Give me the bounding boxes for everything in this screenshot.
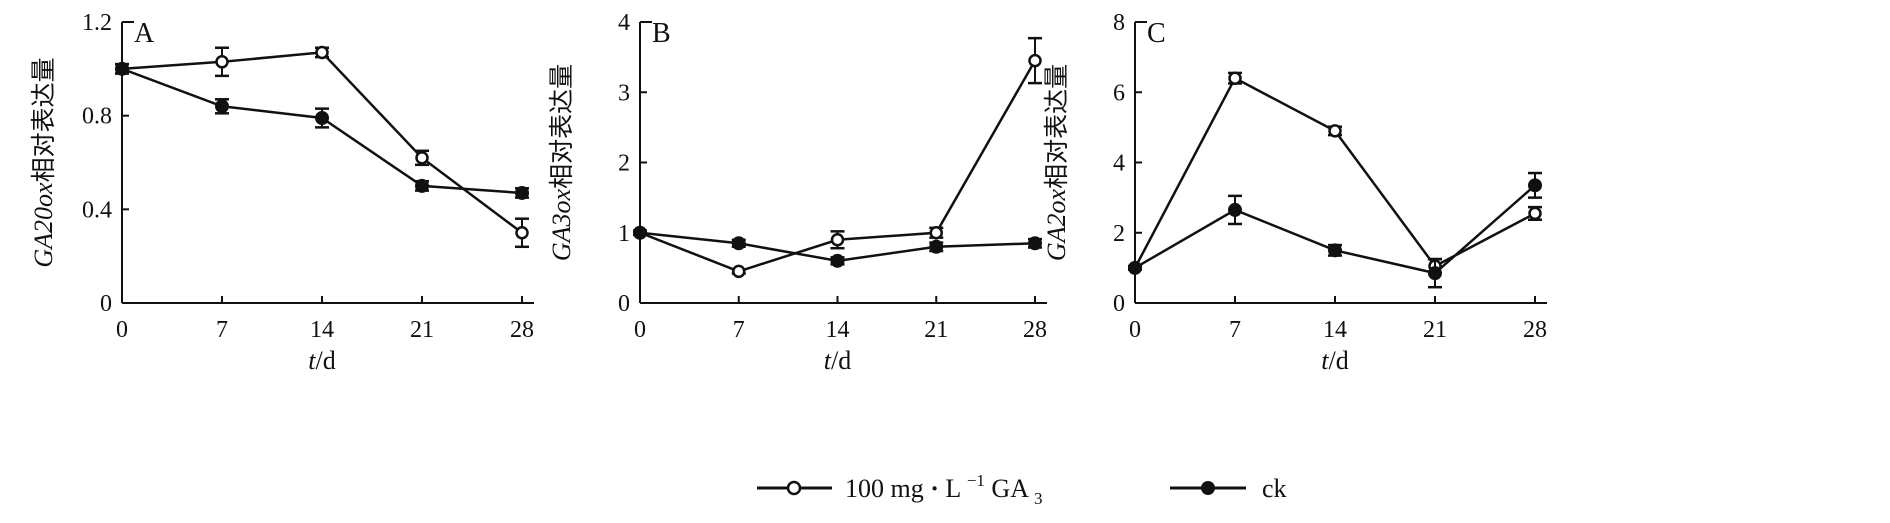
data-point (315, 45, 329, 60)
data-point (1228, 71, 1242, 85)
series-line (121, 67, 523, 195)
series-ga3 (115, 45, 529, 249)
legend-label-ga3-prefix: 100 mg (845, 474, 924, 503)
data-point (215, 99, 229, 114)
data-point (1428, 266, 1442, 281)
y-tick-label: 6 (1113, 80, 1125, 106)
panel-a: 0 7 14 21 28 0 0.4 0.8 1.2 At/d GA20ox相对表达量 (29, 10, 534, 375)
legend-marker-ck (1201, 481, 1215, 495)
x-tick-label: 21 (410, 317, 434, 343)
data-point (1328, 243, 1342, 258)
data-point (415, 151, 429, 165)
x-tick-label: 28 (1023, 317, 1047, 343)
series-ck (633, 225, 1042, 268)
legend-label-ga3-dot: · (930, 474, 939, 503)
x-tick-label: 21 (924, 317, 948, 343)
legend-label-ga3: 100 mg · L −1 GA 3 (845, 463, 1043, 508)
series-line (121, 51, 523, 234)
panel-b: 0 7 14 21 28 0 1 2 3 4 Bt/d GA3ox相对表达量 (547, 10, 1047, 375)
x-tick-label: 7 (1229, 317, 1241, 343)
legend-marker-ga3 (786, 480, 802, 496)
legend-label-ck: ck (1262, 474, 1287, 503)
y-tick-label: 3 (618, 80, 630, 106)
y-tick-label: 0.4 (82, 197, 112, 223)
series-ck (115, 61, 529, 200)
data-point (315, 111, 329, 126)
y-axis-title: GA20ox相对表达量 (29, 57, 58, 267)
data-point (1528, 206, 1542, 221)
data-point (1028, 236, 1042, 251)
x-tick-label: 0 (634, 317, 646, 343)
x-axis-title: t/d (308, 346, 335, 375)
y-tick-label: 8 (1113, 10, 1125, 36)
x-axis-title: t/d (1321, 346, 1348, 375)
data-point (830, 253, 845, 268)
legend: 100 mg · L −1 GA 3 ck (757, 463, 1287, 508)
y-tick-label: 0.8 (82, 104, 112, 130)
data-point (633, 225, 647, 240)
panel-label: A (134, 18, 155, 49)
series-ga3 (1128, 71, 1542, 275)
y-tick-label: 4 (1113, 151, 1125, 177)
data-point (1028, 53, 1042, 68)
y-axis-title: GA2ox相对表达量 (1042, 64, 1071, 261)
legend-label-ga3-sub: 3 (1034, 489, 1043, 508)
data-point (1328, 124, 1342, 138)
data-point (1128, 260, 1142, 275)
x-tick-label: 21 (1423, 317, 1447, 343)
data-point (515, 185, 529, 200)
x-tick-label: 14 (826, 317, 850, 343)
x-tick-label: 0 (116, 317, 128, 343)
y-tick-label: 2 (1113, 221, 1125, 247)
data-point (1228, 202, 1242, 217)
y-tick-label: 1 (618, 221, 630, 247)
y-tick-label: 0 (100, 291, 112, 317)
x-tick-label: 14 (1323, 317, 1347, 343)
series-ck (1128, 171, 1542, 289)
y-tick-label: 0 (618, 291, 630, 317)
data-point (929, 226, 943, 240)
data-point (929, 239, 944, 254)
series-line (1134, 184, 1536, 275)
y-tick-label: 0 (1113, 291, 1125, 317)
x-tick-label: 0 (1129, 317, 1141, 343)
data-point (415, 178, 429, 193)
data-point (115, 61, 129, 76)
series-ga3 (633, 36, 1042, 279)
data-point (215, 55, 229, 69)
legend-label-ga3-sup: −1 (967, 471, 985, 490)
data-point (830, 233, 845, 247)
y-tick-label: 1.2 (82, 10, 112, 36)
y-tick-label: 2 (618, 151, 630, 177)
legend-label-ga3-gap: GA (991, 474, 1029, 503)
panel-label: B (652, 18, 671, 49)
legend-label-ga3-unit: L (945, 474, 960, 503)
panel-label: C (1147, 18, 1166, 49)
data-point (732, 264, 746, 279)
x-tick-label: 28 (1523, 317, 1547, 343)
y-axis-title: GA3ox相对表达量 (547, 64, 576, 261)
x-tick-label: 7 (733, 317, 745, 343)
x-tick-label: 14 (310, 317, 334, 343)
data-point (731, 236, 746, 251)
x-axis-title: t/d (824, 346, 851, 375)
panel-c: 0 7 14 21 28 0 2 4 6 8 Ct/d GA2ox相对表达量 (1042, 10, 1547, 375)
x-tick-label: 28 (510, 317, 534, 343)
data-point (1528, 178, 1542, 193)
x-tick-label: 7 (216, 317, 228, 343)
data-point (515, 226, 529, 240)
y-tick-label: 4 (618, 10, 630, 36)
